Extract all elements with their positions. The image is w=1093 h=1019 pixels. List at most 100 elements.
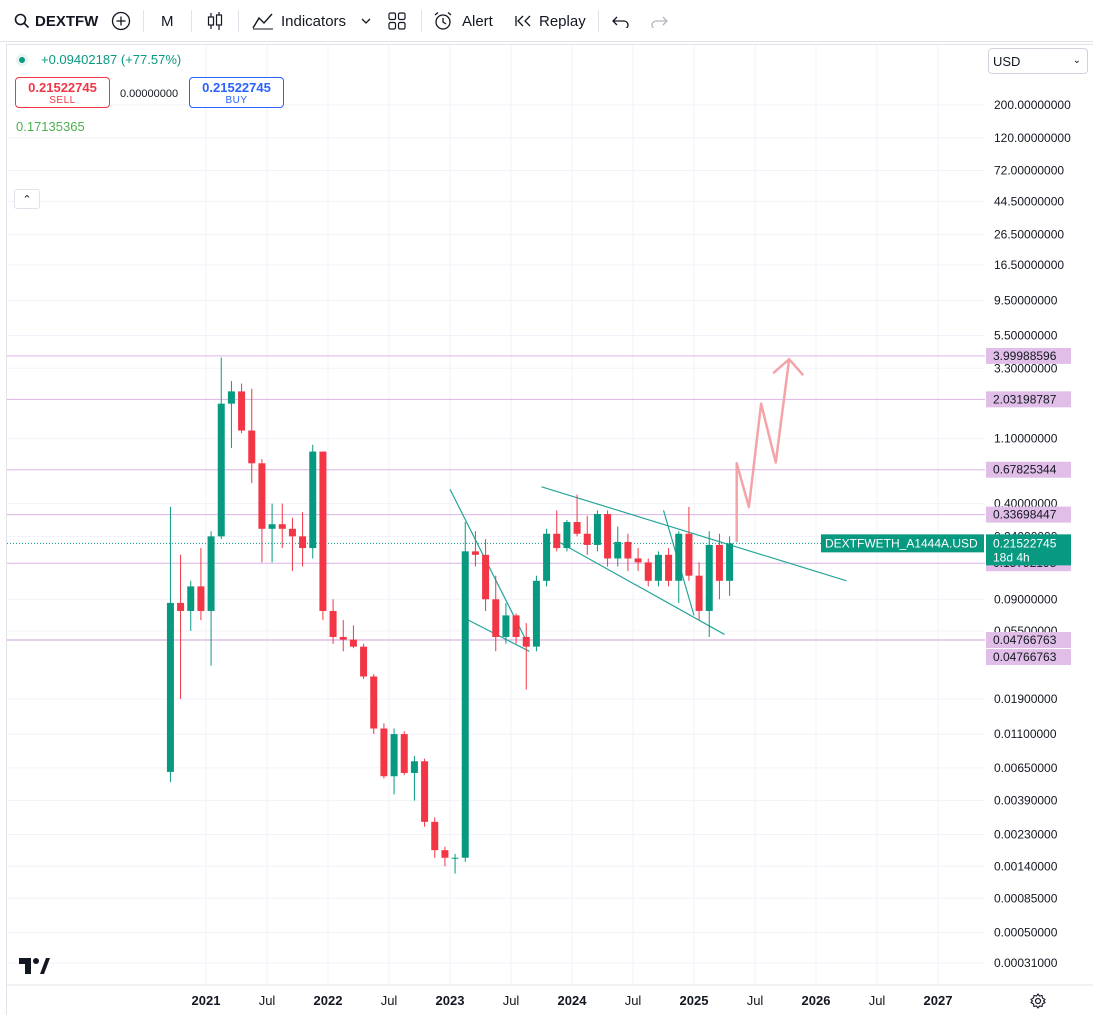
level-price-label-bg <box>986 632 1071 649</box>
x-axis-tick-label: 2025 <box>680 993 709 1008</box>
level-price-label-bg <box>986 461 1071 478</box>
interval-button[interactable]: M <box>161 12 174 30</box>
x-axis-tick-label: 2022 <box>314 993 343 1008</box>
sell-label: SELL <box>49 95 76 106</box>
symbol-tag-label: DEXTFWETH_A1444A.USD <box>825 536 978 550</box>
candle-body <box>380 728 388 777</box>
indicators-icon <box>252 12 274 30</box>
tradingview-logo[interactable] <box>18 957 50 980</box>
x-axis-tick-label: Jul <box>259 993 276 1008</box>
candle-body <box>685 533 693 576</box>
y-axis-tick-label: 0.00050000 <box>994 925 1058 939</box>
indicator-value: 0.17135365 <box>16 119 85 134</box>
replay-button[interactable]: Replay <box>515 0 586 42</box>
alert-button[interactable]: Alert <box>433 0 493 42</box>
candle-body <box>593 514 601 545</box>
candle-body <box>471 551 479 555</box>
projection-path <box>735 359 791 542</box>
top-toolbar: DEXTFW M Indicators Alert Replay <box>0 0 1093 42</box>
buy-price: 0.21522745 <box>202 80 271 95</box>
level-price-label: 0.04766763 <box>993 650 1057 664</box>
price-change-text: +0.09402187 (+77.57%) <box>41 52 182 67</box>
y-axis-tick-label: 0.01900000 <box>994 692 1058 706</box>
candle-body <box>410 761 418 773</box>
layout-button[interactable] <box>388 0 406 42</box>
x-axis-tick-label: Jul <box>503 993 520 1008</box>
chart-type-button[interactable] <box>206 0 224 42</box>
candle-body <box>197 586 205 611</box>
undo-icon <box>612 16 629 28</box>
candle-body <box>492 599 500 637</box>
level-price-label: 3.99988596 <box>993 349 1057 363</box>
candle-body <box>573 522 581 534</box>
indicators-button[interactable]: Indicators <box>252 0 346 42</box>
candle-body <box>522 636 530 647</box>
candle-body <box>634 558 642 563</box>
candle-body <box>715 544 723 581</box>
candle-body <box>207 536 215 611</box>
compare-symbol-button[interactable] <box>111 0 131 42</box>
redo-button[interactable] <box>650 0 668 42</box>
chevron-down-icon <box>361 18 371 24</box>
candle-body <box>339 636 347 640</box>
y-axis-tick-label: 0.00031000 <box>994 956 1058 970</box>
undo-button[interactable] <box>612 0 630 42</box>
symbol-name: DEXTFW <box>35 12 99 30</box>
trendline <box>553 538 725 635</box>
y-axis-tick-label: 44.50000000 <box>994 194 1064 208</box>
price-change-legend: +0.09402187 (+77.57%) <box>16 52 181 67</box>
candle-body <box>309 451 317 549</box>
currency-value: USD <box>993 53 1021 69</box>
candle-body <box>726 543 734 581</box>
candle-body <box>299 536 307 549</box>
currency-select[interactable]: USD ⌄ <box>988 48 1088 74</box>
candle-body <box>349 639 357 647</box>
candle-body <box>461 551 469 858</box>
y-axis-tick-label: 26.50000000 <box>994 228 1064 242</box>
y-axis-tick-label: 9.50000000 <box>994 293 1058 307</box>
candle-body <box>166 602 174 772</box>
y-axis-tick-label: 0.01100000 <box>994 727 1057 741</box>
candle-body <box>654 554 662 581</box>
collapse-legend-button[interactable]: ⌃ <box>14 189 40 209</box>
y-axis-tick-label: 1.10000000 <box>994 432 1058 446</box>
candle-body <box>451 857 459 859</box>
chart-pane[interactable] <box>6 44 1093 1015</box>
candles-icon <box>207 12 223 30</box>
buy-label: BUY <box>225 95 248 106</box>
candle-body <box>502 615 510 637</box>
candle-body <box>441 850 449 858</box>
x-axis-tick-label: 2027 <box>924 993 953 1008</box>
sell-price: 0.21522745 <box>28 80 97 95</box>
candle-body <box>543 533 551 581</box>
y-axis-tick-label: 16.50000000 <box>994 258 1064 272</box>
candle-body <box>512 615 520 637</box>
last-price-label: 0.21522745 <box>993 536 1057 550</box>
candle-body <box>390 734 398 777</box>
level-price-label-bg <box>986 649 1071 666</box>
candle-body <box>421 761 429 822</box>
sell-button[interactable]: 0.21522745 SELL <box>15 77 110 108</box>
x-axis-tick-label: 2024 <box>558 993 588 1008</box>
indicators-menu-button[interactable] <box>360 0 372 42</box>
x-axis-tick-label: Jul <box>869 993 886 1008</box>
candle-body <box>238 391 246 431</box>
y-axis-tick-label: 0.00390000 <box>994 794 1058 808</box>
bar-countdown-label: 18d 4h <box>993 550 1030 564</box>
candle-body <box>319 451 327 611</box>
x-axis-tick-label: 2023 <box>436 993 465 1008</box>
settings-gear-icon[interactable] <box>1030 993 1046 1014</box>
candle-body <box>288 528 296 537</box>
grid-layout-icon <box>388 12 406 30</box>
last-price-label-bg <box>986 534 1071 566</box>
level-price-label: 0.67825344 <box>993 463 1057 477</box>
y-axis-tick-label: 72.00000000 <box>994 164 1064 178</box>
candle-body <box>278 524 286 529</box>
candle-body <box>177 602 185 611</box>
x-axis-tick-label: Jul <box>747 993 764 1008</box>
redo-icon <box>651 16 668 28</box>
buy-button[interactable]: 0.21522745 BUY <box>189 77 284 108</box>
symbol-search[interactable]: DEXTFW <box>14 0 98 42</box>
alarm-clock-icon <box>433 11 453 31</box>
